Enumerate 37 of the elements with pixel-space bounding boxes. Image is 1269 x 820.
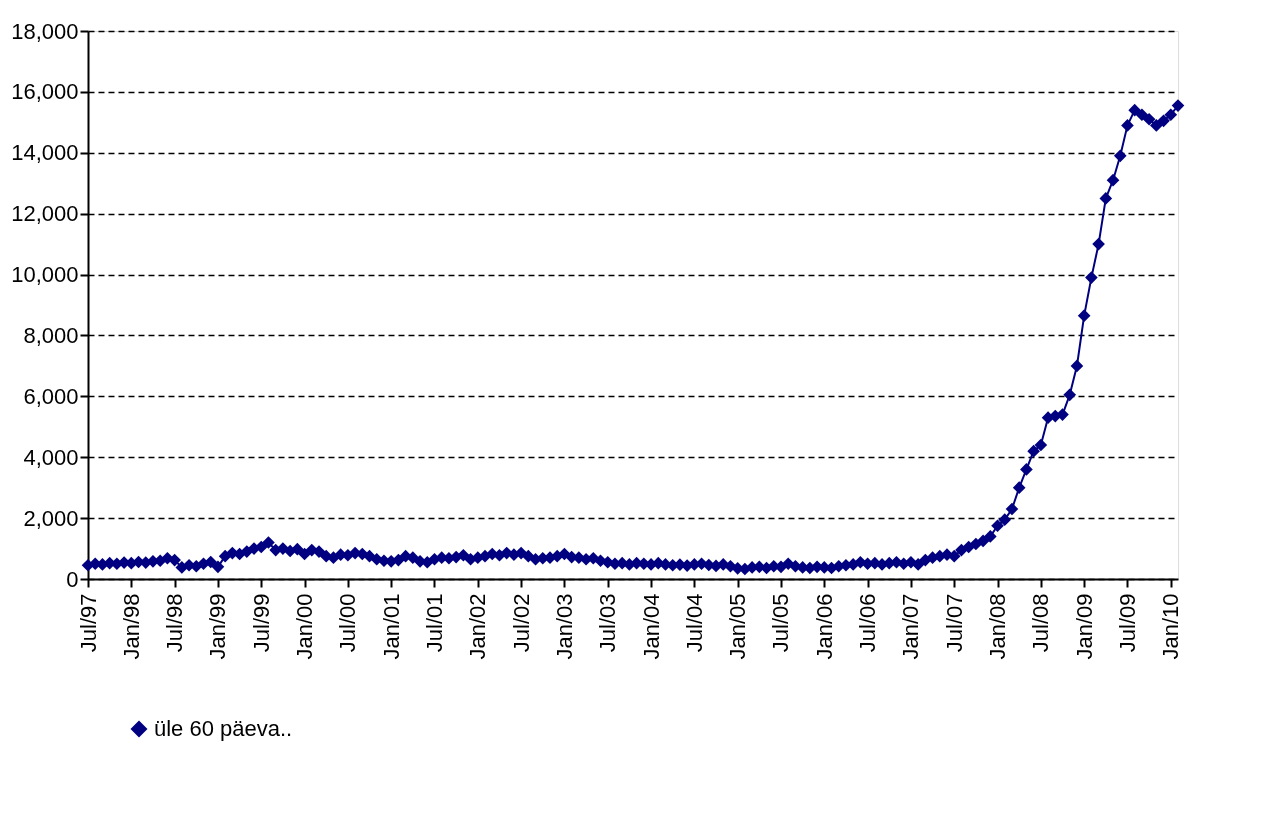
x-tick-label: Jul/03: [595, 593, 621, 653]
x-tick-label: Jan/07: [898, 593, 924, 660]
x-tick-label: Jan/00: [292, 593, 318, 660]
y-tick-label: 12,000: [11, 201, 79, 227]
x-tick-label: Jan/02: [465, 593, 491, 660]
x-tick-label: Jul/99: [248, 593, 274, 653]
x-tick-label: Jan/04: [638, 593, 664, 660]
x-tick-label: Jan/05: [725, 593, 751, 660]
x-tick-label: Jul/08: [1028, 593, 1054, 653]
x-tick-label: Jan/99: [205, 593, 231, 660]
x-tick-label: Jan/03: [551, 593, 577, 660]
x-tick-label: Jul/01: [421, 593, 447, 653]
x-tick-label: Jul/06: [855, 593, 881, 653]
y-tick-label: 18,000: [11, 18, 79, 44]
x-tick-label: Jan/98: [118, 593, 144, 660]
y-tick-label: 4,000: [23, 444, 79, 470]
x-tick-label: Jul/00: [335, 593, 361, 653]
y-tick-label: 2,000: [23, 505, 79, 531]
y-tick-label: 0: [66, 566, 79, 592]
y-tick-label: 10,000: [11, 262, 79, 288]
x-tick-label: Jan/06: [811, 593, 837, 660]
x-tick-label: Jan/08: [985, 593, 1011, 660]
x-tick-label: Jul/07: [941, 593, 967, 653]
x-tick-label: Jul/97: [75, 593, 101, 653]
x-tick-label: Jan/09: [1071, 593, 1097, 660]
x-tick-label: Jul/04: [681, 593, 707, 653]
y-tick-label: 6,000: [23, 383, 79, 409]
legend-label: üle 60 päeva..: [154, 716, 293, 741]
y-tick-label: 14,000: [11, 140, 79, 166]
y-tick-label: 8,000: [23, 322, 79, 348]
x-tick-label: Jul/02: [508, 593, 534, 653]
x-tick-label: Jan/01: [378, 593, 404, 660]
x-tick-label: Jul/05: [768, 593, 794, 653]
x-tick-label: Jul/09: [1114, 593, 1140, 653]
x-tick-label: Jul/98: [162, 593, 188, 653]
x-tick-label: Jan/10: [1158, 593, 1184, 660]
y-tick-label: 16,000: [11, 79, 79, 105]
